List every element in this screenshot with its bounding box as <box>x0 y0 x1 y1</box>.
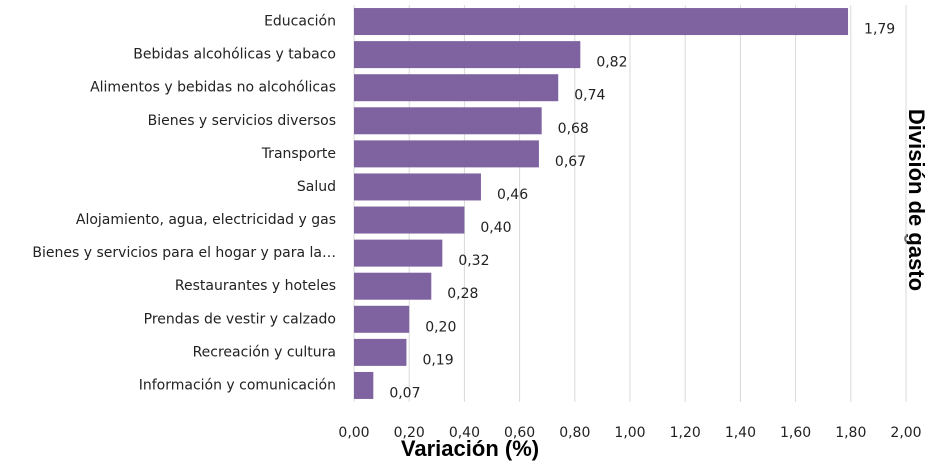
value-label: 0,74 <box>574 88 605 104</box>
y-tick-label: Transporte <box>261 146 336 162</box>
y-tick-label: Bebidas alcohólicas y tabaco <box>133 47 336 63</box>
x-tick-label: 0,60 <box>504 425 535 441</box>
value-label: 0,40 <box>480 220 511 236</box>
y-tick-label: Bienes y servicios diversos <box>148 113 336 129</box>
bar <box>354 41 581 69</box>
x-tick-label: 1,40 <box>725 425 756 441</box>
x-tick-label: 0,00 <box>338 425 369 441</box>
bar <box>354 206 465 234</box>
value-label: 1,79 <box>864 22 895 38</box>
x-tick-label: 0,80 <box>559 425 590 441</box>
y-tick-label: Bienes y servicios para el hogar y para … <box>32 245 336 261</box>
x-tick-label: 0,40 <box>449 425 480 441</box>
value-label: 0,20 <box>425 319 456 335</box>
x-tick-label: 1,60 <box>780 425 811 441</box>
value-label: 0,07 <box>389 385 420 401</box>
y-tick-label: Educación <box>264 14 336 30</box>
bar <box>354 338 407 366</box>
value-label: 0,32 <box>458 253 489 269</box>
y-tick-label: Restaurantes y hoteles <box>175 278 336 294</box>
value-label: 0,67 <box>555 154 586 170</box>
value-label: 0,82 <box>596 55 627 71</box>
y-axis-title: División de gasto <box>904 109 929 291</box>
bar <box>354 371 374 399</box>
x-axis-title: Variación (%) <box>401 436 539 461</box>
value-label: 0,19 <box>422 352 453 368</box>
bar <box>354 272 432 300</box>
bar <box>354 173 481 201</box>
x-tick-label: 1,80 <box>835 425 866 441</box>
bar <box>354 74 559 102</box>
x-tick-label: 2,00 <box>890 425 921 441</box>
bar <box>354 140 539 168</box>
y-tick-label: Alimentos y bebidas no alcohólicas <box>90 80 336 96</box>
y-tick-label: Recreación y cultura <box>193 344 336 360</box>
value-label: 0,46 <box>497 187 528 203</box>
bar <box>354 239 443 267</box>
y-tick-label: Información y comunicación <box>139 377 336 393</box>
bar <box>354 305 410 333</box>
x-tick-label: 0,20 <box>394 425 425 441</box>
value-label: 0,68 <box>558 121 589 137</box>
y-tick-label: Alojamiento, agua, electricidad y gas <box>76 212 336 228</box>
y-tick-label: Prendas de vestir y calzado <box>144 311 336 327</box>
x-tick-label: 1,20 <box>670 425 701 441</box>
x-tick-label: 1,00 <box>614 425 645 441</box>
value-label: 0,28 <box>447 286 478 302</box>
bar <box>354 107 542 135</box>
bar <box>354 8 849 36</box>
y-tick-label: Salud <box>297 179 336 195</box>
